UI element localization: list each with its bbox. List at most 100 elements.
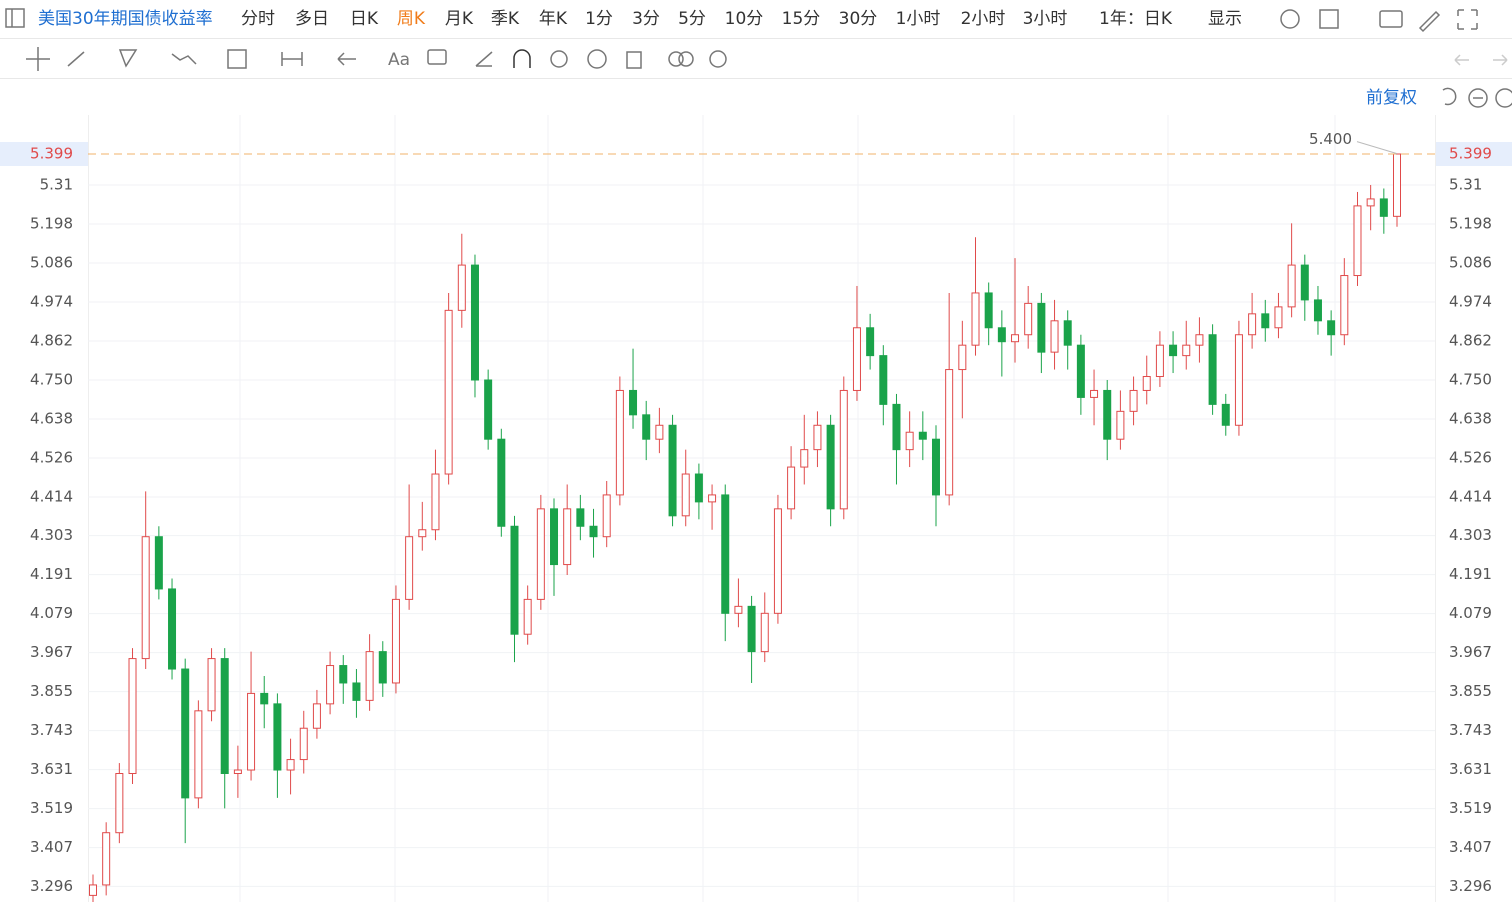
candle-body [444, 309, 453, 475]
chart-settings[interactable] [709, 50, 727, 68]
candle-body [787, 466, 796, 510]
undo[interactable] [1454, 54, 1469, 66]
fib-tool[interactable] [227, 49, 247, 69]
candle-body [1313, 299, 1322, 322]
channel-tool[interactable] [118, 49, 138, 68]
y-tick-label: 3.296 [30, 877, 73, 895]
y-tick-label: 3.855 [30, 682, 73, 700]
y-tick-label-right: 3.519 [1449, 799, 1492, 817]
candle-body [1261, 313, 1270, 329]
period-tab[interactable]: 1分 [585, 9, 613, 29]
period-tab[interactable]: 10分 [725, 9, 764, 29]
candle-body [510, 525, 519, 635]
candle-body [286, 759, 295, 771]
candle-body [536, 508, 545, 600]
y-tick-label-right: 4.526 [1449, 449, 1492, 467]
settings-icon[interactable] [1280, 9, 1300, 29]
move-tool[interactable] [26, 47, 50, 71]
v-grid [239, 115, 1336, 902]
period-tab[interactable]: 周K [397, 9, 426, 29]
period-tab[interactable]: 分时 [241, 9, 275, 29]
camera-icon[interactable] [1379, 10, 1403, 28]
text-tool[interactable]: Aa [388, 50, 410, 70]
y-tick-label-right: 4.414 [1449, 488, 1492, 506]
candle-body [615, 389, 624, 496]
candle-body [984, 292, 993, 329]
measure-tool[interactable] [281, 52, 303, 66]
range-select[interactable]: 1年：日K [1099, 9, 1173, 29]
redo[interactable] [1493, 54, 1508, 66]
period-tab[interactable]: 5分 [678, 9, 706, 29]
max-label: 5.400 [1309, 130, 1352, 148]
period-tab[interactable]: 多日 [295, 9, 329, 29]
y-tick-label: 3.967 [30, 643, 73, 661]
zoom-out[interactable] [1468, 88, 1488, 108]
last-price-label-right: 5.399 [1449, 145, 1492, 163]
period-tab[interactable]: 月K [445, 9, 474, 29]
last-price-label: 5.399 [30, 145, 73, 163]
sync-tool[interactable] [550, 50, 568, 68]
period-tab[interactable]: 15分 [782, 9, 821, 29]
candle-body [747, 605, 756, 653]
candle-body [484, 379, 493, 440]
candle-body [694, 473, 703, 503]
candle-body [892, 403, 901, 451]
display-menu[interactable]: 显示 [1208, 9, 1242, 29]
note-tool[interactable] [427, 49, 447, 65]
y-tick-label: 4.191 [30, 565, 73, 583]
candle-body [1300, 264, 1309, 301]
candle-body [418, 529, 427, 538]
pen-icon[interactable] [1418, 10, 1441, 33]
y-tick-label-right: 5.086 [1449, 253, 1492, 271]
fullscreen-icon[interactable] [1457, 9, 1478, 30]
period-tab[interactable]: 年K [539, 9, 568, 29]
candle-body [299, 727, 308, 761]
period-tab[interactable]: 日K [350, 9, 379, 29]
compare-tool [678, 51, 694, 67]
y-tick-label: 4.974 [30, 292, 73, 310]
candle-body [971, 292, 980, 346]
y-tick-label: 4.414 [30, 488, 73, 506]
period-tab[interactable]: 1小时 [896, 9, 941, 29]
hide-tool[interactable] [587, 49, 607, 69]
candle-body [721, 494, 730, 614]
candle-body [563, 508, 572, 566]
y-tick-label-right: 4.191 [1449, 565, 1492, 583]
layout-icon[interactable] [5, 8, 25, 28]
reset-icon[interactable] [1442, 87, 1457, 106]
candle-body [1248, 313, 1257, 336]
compare-tool[interactable] [668, 51, 684, 67]
symbol-title[interactable]: 美国30年期国债收益率 [38, 9, 213, 29]
angle-tool[interactable] [475, 51, 493, 67]
left-axis [0, 115, 88, 902]
candle-body [260, 692, 269, 705]
candle-body [1116, 410, 1125, 440]
wave-tool[interactable] [171, 53, 197, 65]
plot: 3.296 3.296 3.407 3.407 3.519 3.519 3.631 3.631… [0, 130, 1512, 902]
candle-body [523, 598, 532, 635]
y-tick-label-right: 5.198 [1449, 214, 1492, 232]
y-tick-label-right: 3.296 [1449, 877, 1492, 895]
y-tick-label-right: 4.750 [1449, 371, 1492, 389]
candle-body [905, 431, 914, 451]
color-icon[interactable] [1319, 9, 1339, 29]
arrow-tool[interactable] [337, 52, 356, 66]
period-tab[interactable]: 2小时 [961, 9, 1006, 29]
candle-body [378, 651, 387, 684]
zoom-in[interactable] [1495, 88, 1512, 108]
line-tool[interactable] [67, 51, 85, 67]
delete-tool[interactable] [626, 51, 642, 69]
last-price-bg [0, 142, 88, 167]
period-tab[interactable]: 季K [491, 9, 520, 29]
candle-body [642, 414, 651, 440]
candle-body [1103, 389, 1112, 440]
candle-body [1327, 320, 1336, 336]
magnet-tool[interactable] [513, 49, 531, 68]
y-tick-label: 4.638 [30, 410, 73, 428]
candle-body [102, 832, 111, 886]
candle-body [339, 665, 348, 684]
period-tab[interactable]: 3小时 [1023, 9, 1068, 29]
adjust-mode[interactable]: 前复权 [1366, 88, 1417, 108]
period-tab[interactable]: 3分 [632, 9, 660, 29]
period-tab[interactable]: 30分 [839, 9, 878, 29]
